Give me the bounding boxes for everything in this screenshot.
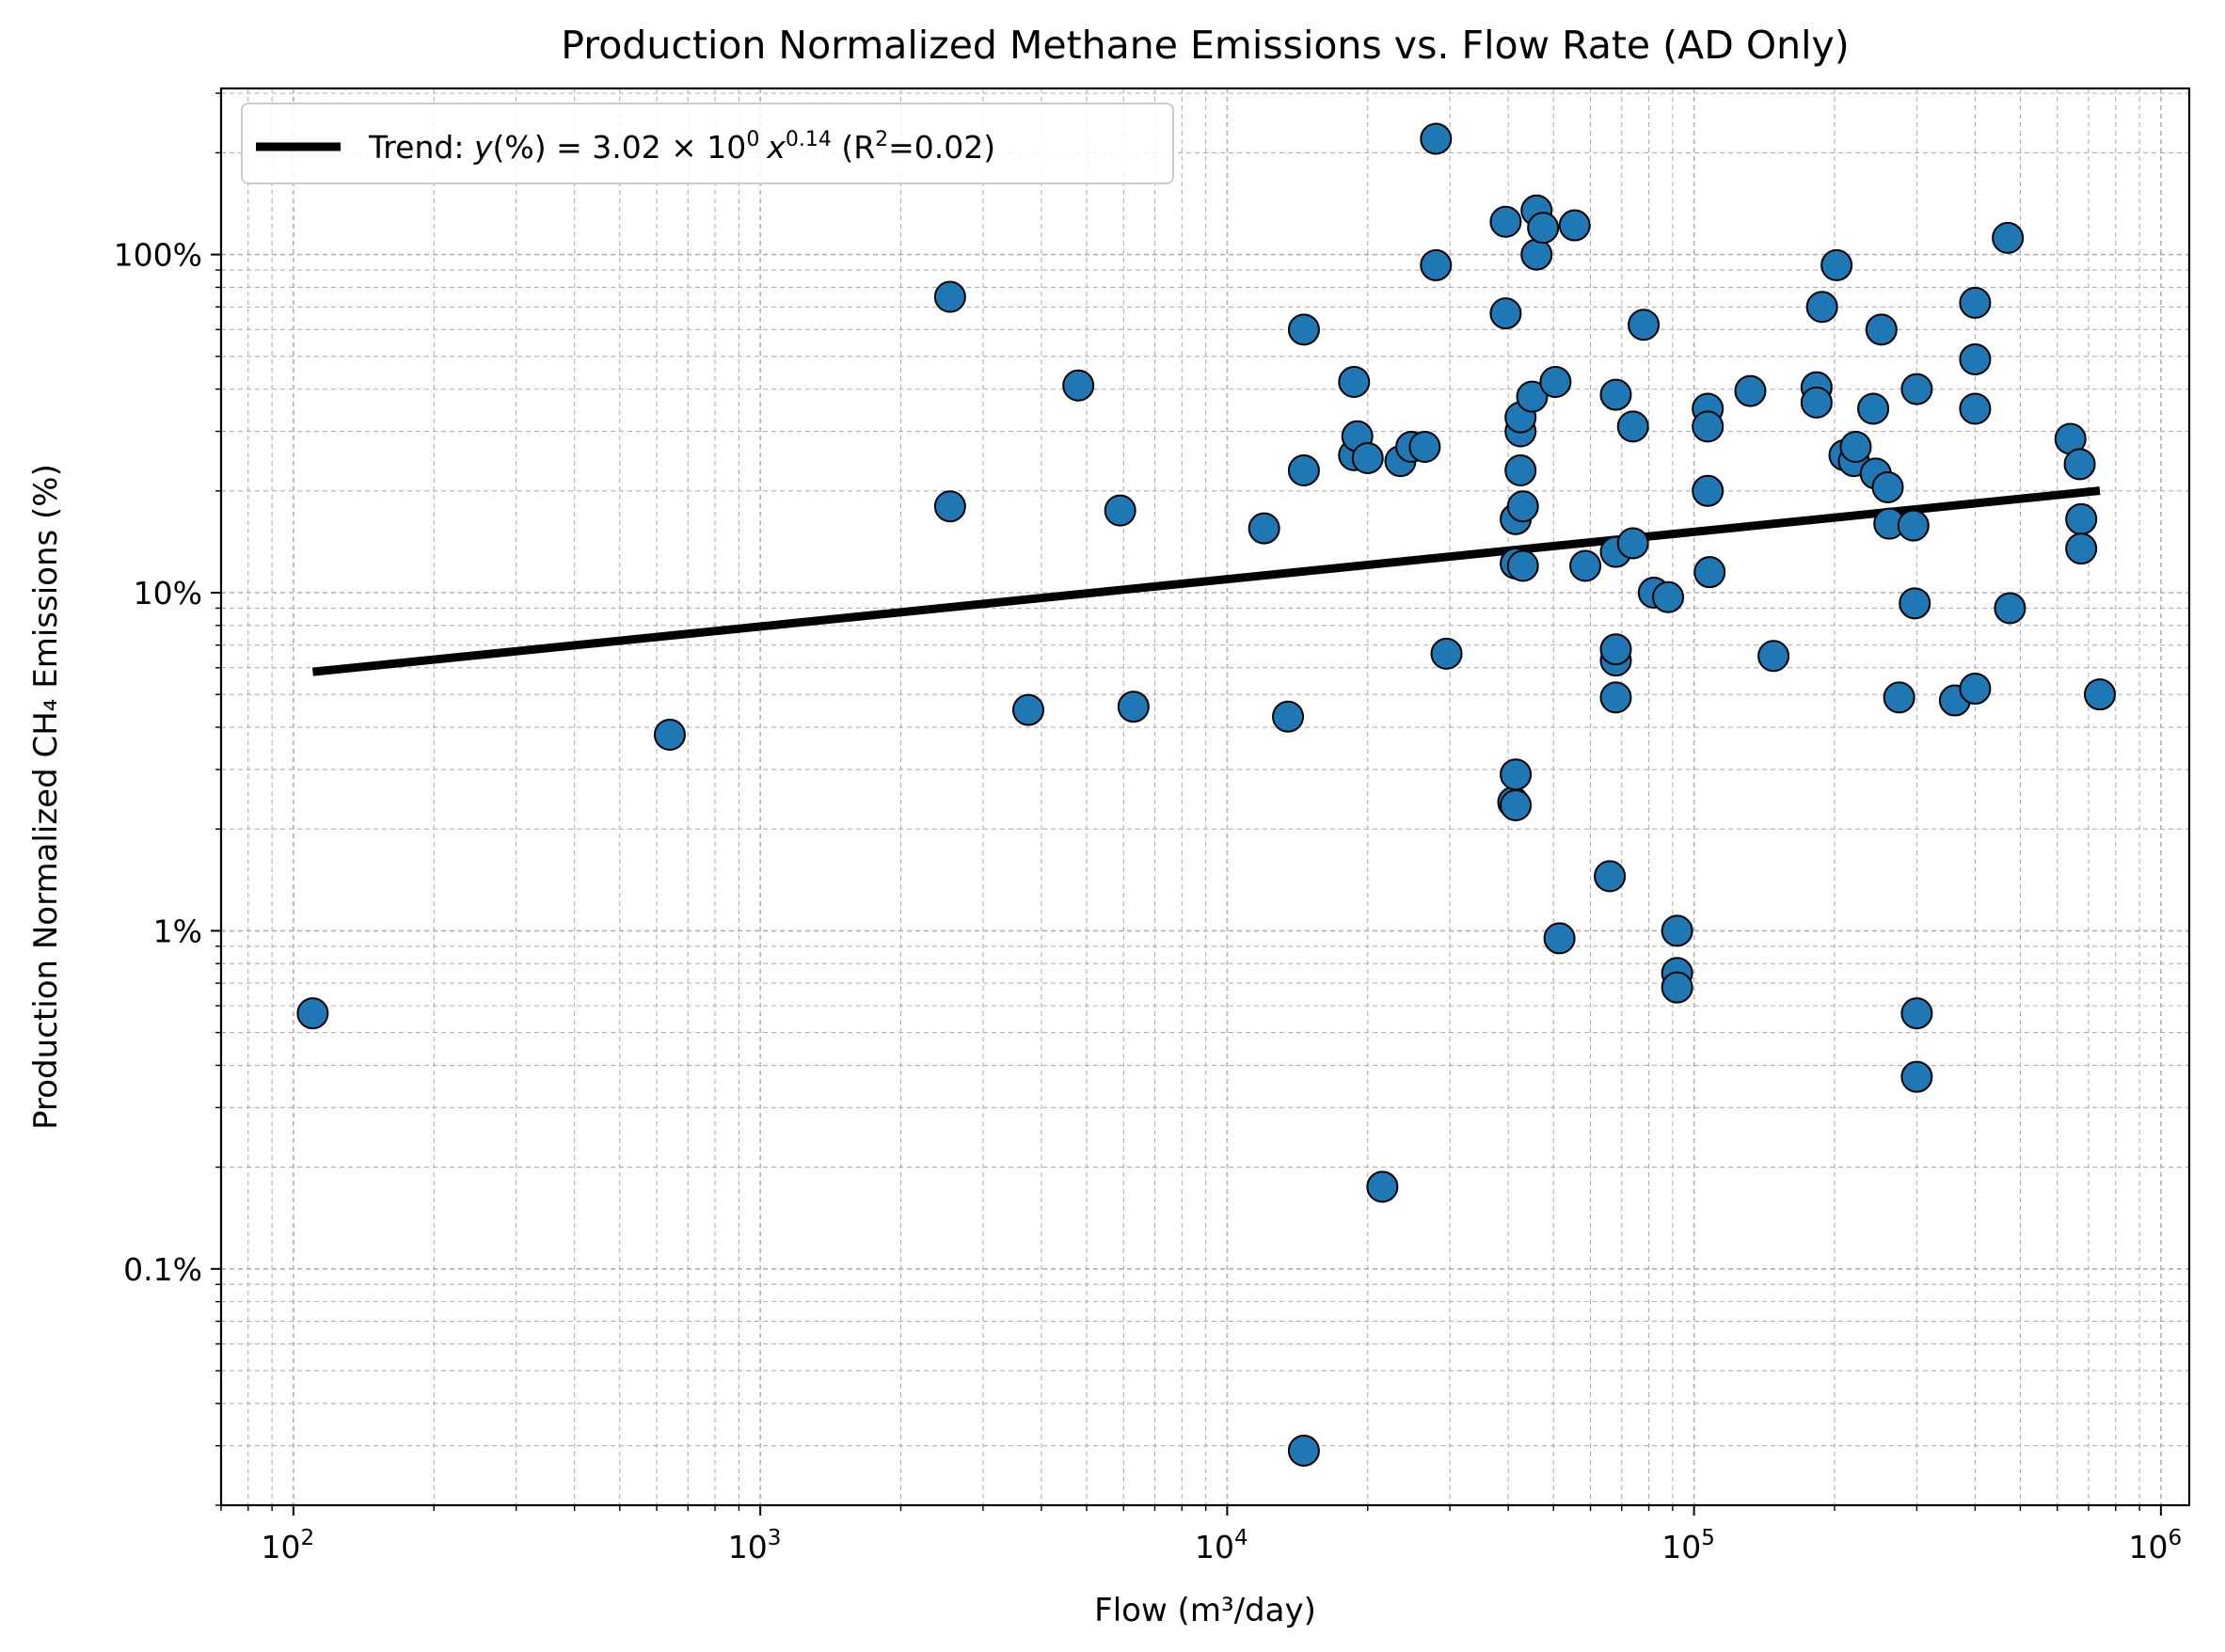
data-point: [1661, 914, 1693, 947]
data-point: [1520, 238, 1553, 271]
data-point: [1599, 633, 1632, 666]
data-point: [1661, 971, 1693, 1004]
data-point: [1272, 700, 1305, 733]
data-point: [1062, 369, 1095, 402]
data-point: [1408, 430, 1441, 463]
y-tick-label: 10%: [134, 575, 202, 612]
data-point: [1489, 205, 1522, 238]
x-tick-label: 102: [262, 1526, 315, 1565]
data-point: [1959, 392, 1992, 425]
data-point: [1805, 291, 1838, 324]
y-tick-label: 100%: [114, 237, 202, 274]
data-point: [1959, 342, 1992, 375]
data-point: [1992, 221, 2025, 254]
data-point: [933, 490, 966, 523]
grid-lines: [220, 88, 2189, 1506]
data-point: [1900, 1060, 1933, 1093]
data-point: [1351, 441, 1384, 474]
data-point: [1569, 549, 1602, 582]
data-point: [1883, 681, 1915, 714]
data-point: [1757, 640, 1790, 673]
data-point: [1616, 527, 1649, 560]
data-point: [1628, 309, 1661, 342]
x-tick-label: 105: [1661, 1526, 1715, 1565]
data-point: [1011, 693, 1044, 726]
data-point: [1959, 286, 1992, 319]
data-point: [1897, 509, 1930, 542]
chart-title: Production Normalized Methane Emissions …: [561, 23, 1849, 68]
data-point: [1994, 592, 2026, 625]
data-point: [1366, 1170, 1399, 1203]
data-point: [1865, 313, 1898, 346]
data-point: [1420, 122, 1453, 155]
data-point: [1287, 313, 1320, 346]
data-point: [1500, 789, 1533, 822]
data-point: [2065, 532, 2098, 565]
trend-line: [311, 486, 2101, 676]
data-point: [1692, 410, 1724, 443]
data-point: [1248, 512, 1280, 545]
data-point: [1420, 248, 1453, 281]
data-point: [1516, 380, 1549, 413]
data-point: [1871, 470, 1904, 503]
data-point: [1489, 297, 1522, 330]
x-axis-label: Flow (m³/day): [1094, 1592, 1316, 1629]
trend-layer: [311, 486, 2101, 676]
data-point: [1338, 365, 1371, 398]
data-point: [1287, 453, 1320, 486]
x-tick-label: 104: [1195, 1526, 1248, 1565]
data-point: [1899, 587, 1931, 620]
data-point: [653, 719, 686, 752]
data-point: [1504, 453, 1537, 486]
data-point: [1527, 212, 1560, 245]
data-point: [1616, 410, 1649, 443]
data-point: [1693, 556, 1726, 589]
data-point: [1599, 378, 1632, 411]
legend-box: [241, 103, 1174, 184]
data-point: [1539, 365, 1572, 398]
x-tick-label: 103: [728, 1526, 782, 1565]
x-tick-label: 106: [2129, 1526, 2183, 1565]
data-point: [1959, 673, 1992, 706]
y-axis-label: Production Normalized CH₄ Emissions (%): [27, 464, 65, 1130]
data-point: [1506, 549, 1539, 582]
legend-trend-label: Trend: y(%) = 3.02 × 100 x0.14 (R2=0.02): [368, 128, 995, 166]
data-point: [1287, 1435, 1320, 1468]
data-point: [1543, 922, 1576, 955]
legend: Trend: y(%) = 3.02 × 100 x0.14 (R2=0.02): [241, 103, 1174, 184]
data-point: [933, 280, 966, 313]
data-point: [2083, 678, 2116, 711]
axis-ticks: 102 103 104 105 106 0.1% 1% 10% 100%: [114, 92, 2183, 1565]
data-points: [296, 122, 2116, 1468]
data-point: [1500, 758, 1533, 791]
data-point: [1599, 681, 1632, 714]
data-point: [1900, 373, 1933, 405]
data-point: [1900, 997, 1933, 1030]
data-point: [1839, 430, 1872, 463]
data-point: [1857, 392, 1890, 425]
data-point: [2065, 502, 2098, 535]
data-point: [1692, 474, 1724, 507]
data-point: [1652, 580, 1685, 613]
y-tick-label: 1%: [153, 913, 202, 949]
data-point: [1800, 386, 1833, 419]
data-point: [1117, 691, 1150, 723]
data-point: [1506, 490, 1539, 523]
data-point: [296, 997, 329, 1030]
data-point: [1104, 494, 1136, 527]
data-point: [2063, 448, 2096, 481]
data-point: [1430, 637, 1463, 670]
data-point: [1734, 374, 1767, 407]
data-point: [1558, 209, 1591, 242]
data-point: [1594, 860, 1627, 893]
y-tick-label: 0.1%: [123, 1251, 202, 1288]
data-point: [1820, 248, 1853, 281]
